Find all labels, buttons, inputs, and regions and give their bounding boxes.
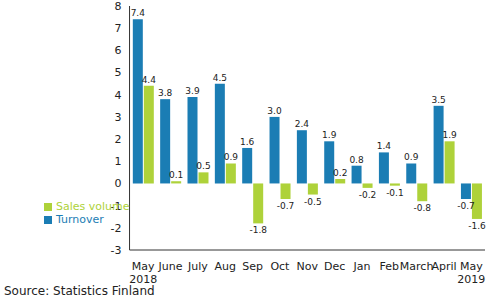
svg-text:May2019: May2019 [457, 260, 485, 284]
svg-text:3.8: 3.8 [158, 88, 173, 98]
svg-text:July: July [187, 260, 208, 273]
svg-text:1.9: 1.9 [442, 130, 457, 140]
svg-text:1: 1 [115, 155, 122, 168]
svg-text:Jan: Jan [352, 260, 370, 273]
svg-text:3: 3 [115, 111, 122, 124]
svg-text:2.4: 2.4 [295, 119, 310, 129]
svg-text:2: 2 [115, 133, 122, 146]
svg-text:Oct: Oct [270, 260, 290, 273]
svg-text:8: 8 [115, 0, 122, 13]
svg-text:March: March [400, 260, 434, 273]
svg-text:1.6: 1.6 [240, 137, 255, 147]
svg-text:3.0: 3.0 [267, 106, 282, 116]
svg-text:-1: -1 [111, 200, 122, 213]
svg-text:1.4: 1.4 [377, 141, 392, 151]
svg-text:-0.2: -0.2 [359, 190, 377, 200]
svg-text:May2018: May2018 [129, 260, 157, 284]
svg-text:Dec: Dec [324, 260, 345, 273]
svg-text:Nov: Nov [297, 260, 319, 273]
svg-text:3.5: 3.5 [431, 95, 445, 105]
svg-text:4: 4 [115, 89, 122, 102]
svg-text:-0.5: -0.5 [304, 197, 322, 207]
svg-text:-0.7: -0.7 [457, 201, 475, 211]
svg-text:Feb: Feb [380, 260, 399, 273]
svg-text:0.9: 0.9 [224, 152, 239, 162]
svg-text:0.5: 0.5 [196, 161, 210, 171]
svg-text:7: 7 [115, 22, 122, 35]
svg-text:5: 5 [115, 66, 122, 79]
svg-text:-1.6: -1.6 [468, 221, 485, 231]
svg-text:-0.1: -0.1 [386, 188, 404, 198]
svg-text:-0.8: -0.8 [413, 203, 431, 213]
svg-text:0.2: 0.2 [333, 168, 347, 178]
svg-text:Aug: Aug [214, 260, 235, 273]
svg-text:0.9: 0.9 [404, 152, 419, 162]
svg-text:4.4: 4.4 [142, 75, 157, 85]
svg-text:-2: -2 [111, 222, 122, 235]
svg-text:April: April [431, 260, 456, 273]
svg-text:1.9: 1.9 [322, 130, 337, 140]
svg-text:Sep: Sep [242, 260, 263, 273]
svg-text:-3: -3 [111, 244, 122, 257]
svg-text:0: 0 [115, 177, 122, 190]
svg-text:0.1: 0.1 [169, 170, 183, 180]
svg-text:4.5: 4.5 [213, 73, 227, 83]
svg-text:3.9: 3.9 [185, 86, 200, 96]
svg-text:0.8: 0.8 [349, 155, 364, 165]
svg-text:-0.7: -0.7 [277, 201, 295, 211]
svg-text:7.4: 7.4 [131, 8, 146, 18]
svg-text:-1.8: -1.8 [249, 225, 267, 235]
svg-text:6: 6 [115, 44, 122, 57]
svg-text:June: June [158, 260, 183, 273]
